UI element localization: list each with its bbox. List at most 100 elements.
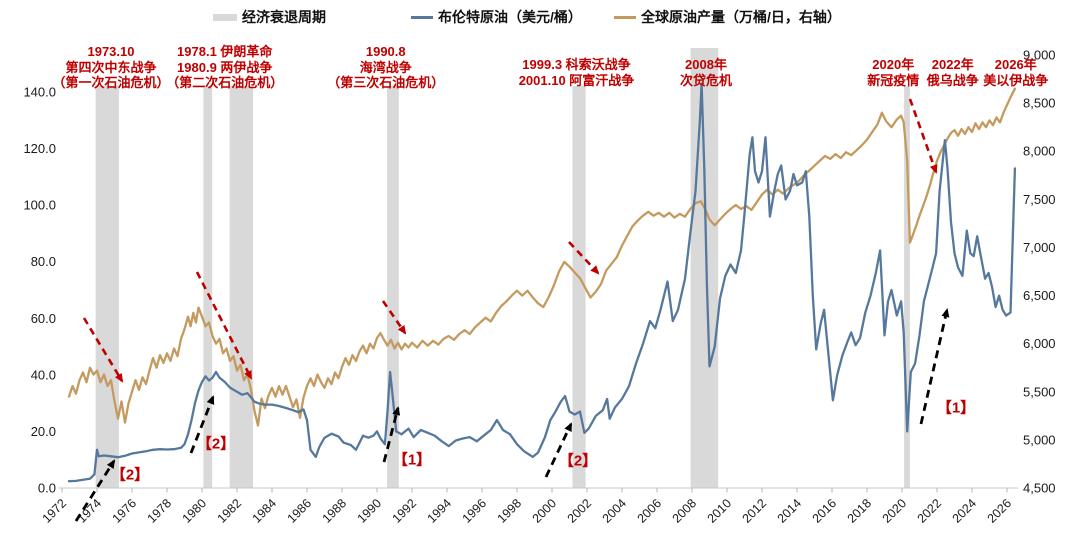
y-right-label: 4,500 (1023, 481, 1056, 496)
recession-band (229, 86, 254, 488)
global-production-line (67, 87, 1017, 427)
y-right-label: 9,000 (1023, 48, 1056, 63)
y-left-label: 100.0 (23, 198, 56, 213)
event-annotation-line: 2001.10 阿富汗战争 (518, 72, 635, 88)
event-annotation-line: （第三次石油危机） (327, 75, 445, 90)
recession-band (387, 86, 399, 488)
x-axis-label: 1984 (250, 496, 280, 526)
x-axis-label: 2018 (845, 496, 875, 526)
chart-legend: 经济衰退周期 布伦特原油（美元/桶） 全球原油产量（万桶/日，右轴） (0, 6, 1080, 28)
x-axis-label: 2020 (880, 496, 910, 526)
event-annotation: 2026年 美以伊战争 (983, 57, 1048, 88)
event-annotation-line: 海湾战争 (359, 59, 412, 75)
bracket-number-label: 【2】 (110, 466, 150, 484)
event-annotation-line: 2020年 (872, 57, 915, 72)
x-axis-label: 1982 (215, 496, 245, 526)
event-annotation-line: 2022年 (931, 57, 974, 72)
x-axis-label: 1972 (40, 496, 70, 526)
event-annotation-line: 新冠疫情 (867, 72, 920, 88)
legend-item-recession: 经济衰退周期 (213, 6, 326, 28)
event-annotation-line: 2008年 (685, 57, 727, 72)
y-left-label: 120.0 (23, 141, 56, 156)
y-left-label: 140.0 (23, 85, 56, 100)
x-axis-label: 1974 (75, 496, 105, 526)
brent-price-line (67, 82, 1017, 483)
brent-line-swatch-icon (411, 15, 433, 19)
y-left-label: 80.0 (31, 254, 56, 269)
red-dashed-arrow (195, 271, 253, 380)
x-axis-label: 1978 (145, 496, 175, 526)
y-left-label: 20.0 (31, 424, 56, 439)
bracket-number-label: 【2】 (196, 435, 236, 453)
recession-band (203, 86, 213, 488)
x-axis-label: 1976 (110, 496, 140, 526)
x-axis-label: 1990 (355, 496, 385, 526)
event-annotation-line: 俄乌战争 (926, 72, 979, 88)
black-dashed-arrow (189, 395, 215, 454)
x-axis-label: 1996 (460, 496, 490, 526)
black-dashed-arrow (544, 422, 573, 478)
recession-swatch-icon (213, 13, 237, 21)
y-right-label: 5,500 (1023, 384, 1056, 399)
black-dashed-arrow (919, 308, 950, 425)
recession-band (572, 86, 586, 488)
x-axis-label: 1986 (285, 496, 315, 526)
event-annotation: 2008年 次贷危机 (680, 57, 732, 88)
event-annotation-line: 1990.8 (365, 44, 406, 59)
x-axis-label: 2022 (915, 496, 945, 526)
event-annotation-line: 1973.10 (87, 44, 135, 59)
red-dashed-arrow (908, 98, 938, 174)
production-line-swatch-icon (614, 15, 636, 19)
x-axis-label: 1992 (390, 496, 420, 526)
recession-band (690, 48, 719, 488)
event-annotation-line: （第一次石油危机） (52, 75, 170, 90)
y-right-label: 7,000 (1023, 240, 1056, 255)
legend-item-production: 全球原油产量（万桶/日，右轴） (614, 6, 841, 28)
event-annotation-line: 美以伊战争 (983, 72, 1049, 88)
bracket-number-label: 【1】 (392, 451, 432, 469)
event-annotation: 1978.1 伊朗革命 1980.9 两伊战争 （第二次石油危机） (166, 44, 283, 91)
event-annotation-line: （第二次石油危机） (166, 75, 284, 90)
x-axis-label: 2002 (565, 496, 595, 526)
bracket-number-label: 【1】 (936, 399, 976, 417)
event-annotation-line: 1978.1 伊朗革命 (177, 44, 273, 59)
black-dashed-arrow (382, 406, 401, 463)
recession-band (904, 86, 910, 488)
x-axis-label: 2026 (985, 496, 1015, 526)
event-annotation: 1973.10 第四次中东战争 （第一次石油危机） (52, 44, 169, 91)
event-annotation-line: 第四次中东战争 (65, 59, 157, 75)
event-annotation-line: 2026年 (994, 57, 1037, 72)
legend-label-recession: 经济衰退周期 (242, 9, 326, 25)
y-right-label: 8,000 (1023, 144, 1056, 159)
x-axis-label: 2004 (600, 496, 630, 526)
black-dashed-arrow (74, 459, 116, 522)
x-axis-label: 2006 (635, 496, 665, 526)
x-axis-label: 2000 (530, 496, 560, 526)
y-right-label: 6,500 (1023, 288, 1056, 303)
x-axis-label: 1988 (320, 496, 350, 526)
x-axis-label: 1980 (180, 496, 210, 526)
red-dashed-arrow (82, 317, 124, 383)
y-left-label: 40.0 (31, 367, 56, 382)
y-right-label: 7,500 (1023, 192, 1056, 207)
legend-item-brent: 布伦特原油（美元/桶） (411, 6, 582, 28)
y-right-label: 5,000 (1023, 432, 1056, 447)
y-left-label: 60.0 (31, 311, 56, 326)
legend-label-production: 全球原油产量（万桶/日，右轴） (641, 9, 841, 25)
event-annotation: 2020年 新冠疫情 (867, 57, 919, 88)
event-annotation-line: 1999.3 科索沃战争 (522, 57, 631, 72)
x-axis-label: 2008 (670, 496, 700, 526)
event-annotation-line: 次贷危机 (679, 72, 733, 88)
event-annotation: 1990.8 海湾战争 （第三次石油危机） (327, 44, 444, 91)
event-annotation-line: 1980.9 两伊战争 (177, 59, 273, 75)
y-right-label: 8,500 (1023, 96, 1056, 111)
bracket-number-label: 【2】 (558, 452, 598, 470)
x-axis-label: 2014 (775, 496, 805, 526)
event-annotation: 1999.3 科索沃战争 2001.10 阿富汗战争 (519, 57, 635, 88)
x-axis-label: 1994 (425, 496, 455, 526)
y-right-label: 6,000 (1023, 336, 1056, 351)
y-left-label: 0.0 (38, 481, 56, 496)
legend-label-brent: 布伦特原油（美元/桶） (438, 9, 582, 25)
